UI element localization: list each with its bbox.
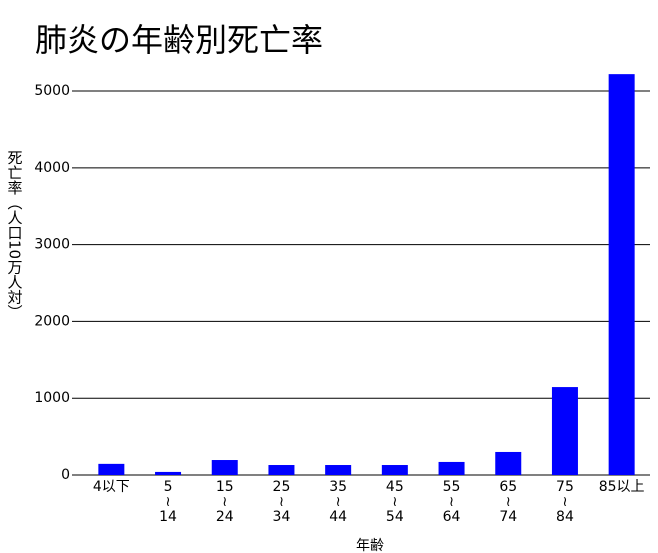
bar <box>495 451 522 475</box>
bar <box>608 74 635 475</box>
x-tick-label-line: 54 <box>386 509 404 525</box>
bar <box>268 465 295 475</box>
x-tick-label-line: ≀ <box>165 494 170 510</box>
bar <box>98 463 125 475</box>
x-tick-label-line: ≀ <box>449 494 454 510</box>
x-tick-label-line: ≀ <box>222 494 227 510</box>
x-tick-label-line: 24 <box>216 509 234 525</box>
x-tick-label-line: 35 <box>329 479 347 495</box>
x-tick-label-line: 75 <box>556 479 574 495</box>
bar <box>551 387 578 475</box>
x-tick-label-line: ≀ <box>562 494 567 510</box>
x-tick-label-line: ≀ <box>506 494 511 510</box>
x-tick-label-line: 5 <box>164 479 173 495</box>
x-tick-label-line: 25 <box>273 479 291 495</box>
x-tick-label: 65 ≀ 74 <box>499 479 517 525</box>
bar <box>211 460 238 475</box>
x-tick-label: 45 ≀ 54 <box>386 479 404 525</box>
x-tick-label-line: 84 <box>556 509 574 525</box>
x-tick-label-line: ≀ <box>279 494 284 510</box>
bar <box>155 471 182 475</box>
x-tick-label-line: ≀ <box>336 494 341 510</box>
x-tick-label-line: 44 <box>329 509 347 525</box>
x-tick-label: 4以下 <box>93 479 130 495</box>
x-tick-label-line: 45 <box>386 479 404 495</box>
y-tick-label: 1000 <box>34 390 70 406</box>
x-tick-label-line: 14 <box>159 509 177 525</box>
x-tick-label: 75 ≀ 84 <box>556 479 574 525</box>
x-tick-label: 5 ≀ 14 <box>159 479 177 525</box>
x-tick-label-line: ≀ <box>392 494 397 510</box>
bar <box>325 465 352 475</box>
y-axis-label: 死亡率（人口10万人対） <box>6 150 24 319</box>
x-axis-label: 年齢 <box>356 538 384 553</box>
bar <box>381 465 408 475</box>
y-tick-label: 5000 <box>34 83 70 99</box>
y-tick-label: 4000 <box>34 160 70 176</box>
chart-title: 肺炎の年齢別死亡率 <box>35 21 323 59</box>
x-tick-label-line: 34 <box>273 509 291 525</box>
x-tick-label-line: 4以下 <box>93 479 130 495</box>
y-tick-label: 3000 <box>34 237 70 253</box>
x-tick-label: 55 ≀ 64 <box>443 479 461 525</box>
y-tick-label: 0 <box>61 467 70 483</box>
x-tick-label: 35 ≀ 44 <box>329 479 347 525</box>
y-tick-label: 2000 <box>34 313 70 329</box>
x-tick-label: 15 ≀ 24 <box>216 479 234 525</box>
x-tick-label-line: 64 <box>443 509 461 525</box>
bar <box>438 461 465 475</box>
x-tick-label: 85以上 <box>599 479 645 495</box>
x-tick-label-line: 15 <box>216 479 234 495</box>
x-tick-label-line: 65 <box>499 479 517 495</box>
x-tick-label-line: 74 <box>499 509 517 525</box>
x-tick-label-line: 85以上 <box>599 479 645 495</box>
x-tick-label-line: 55 <box>443 479 461 495</box>
x-tick-label: 25 ≀ 34 <box>273 479 291 525</box>
